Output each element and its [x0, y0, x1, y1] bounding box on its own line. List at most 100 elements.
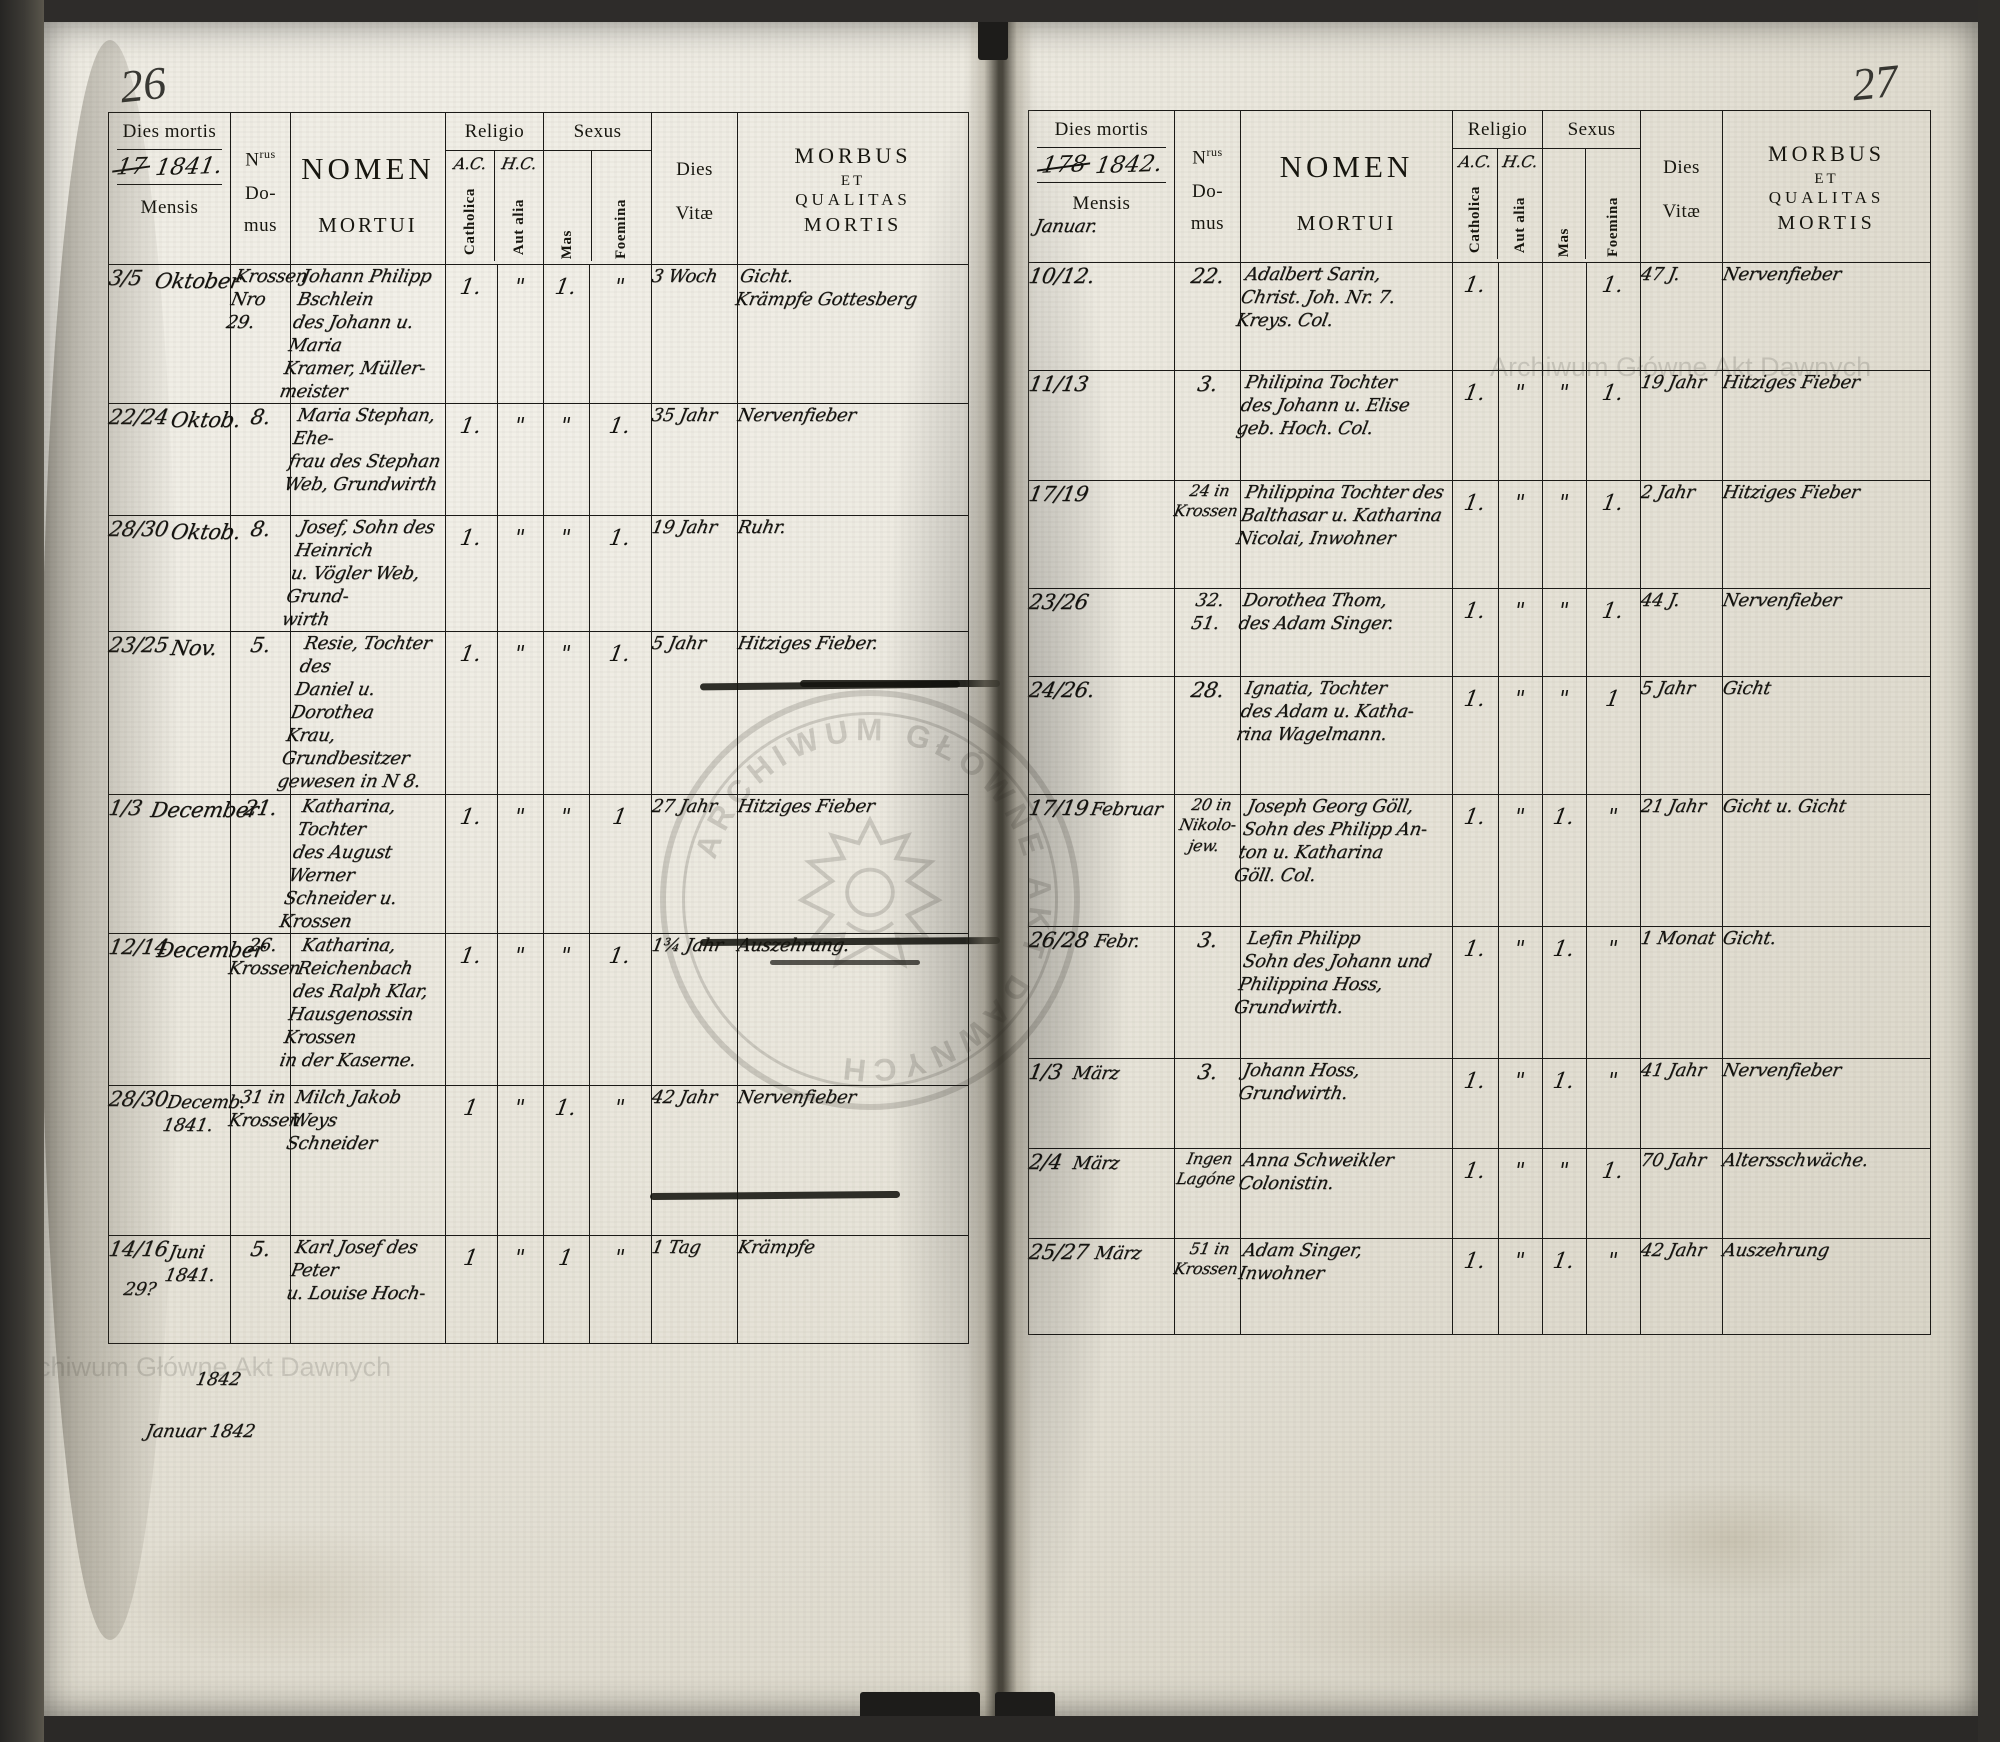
cell-foemina[interactable]: " — [589, 1234, 653, 1344]
cell-aut-alia[interactable]: " — [1497, 1058, 1544, 1149]
cell-morbus[interactable]: Hitziges Fieber — [736, 793, 970, 934]
cell-mas[interactable]: 1 — [543, 1234, 591, 1344]
cell-aut-alia[interactable]: " — [1497, 370, 1544, 481]
table-row[interactable]: 25/27 März 51 in Krossen Adam Singer, In… — [1027, 1238, 1932, 1335]
table-row[interactable]: 28/30 Decemb. 1841. 31 in Krossen Milch … — [107, 1084, 970, 1236]
cell-morbus[interactable]: Auszehrung. — [736, 932, 970, 1086]
cell-morbus[interactable]: Hitziges Fieber — [1721, 480, 1932, 589]
cell-catholica[interactable]: 1. — [445, 263, 498, 405]
cell-nomen[interactable]: Katharina, Tochter des August Werner Sch… — [278, 793, 446, 934]
table-row[interactable]: 3/5 Oktober Krossen Nro 29. Johann Phili… — [107, 263, 970, 405]
cell-mas[interactable]: 1. — [1542, 1238, 1588, 1335]
cell-foemina[interactable]: 1. — [1586, 588, 1642, 677]
cell-morbus[interactable]: Ruhr. — [736, 515, 970, 633]
cell-mas[interactable]: " — [543, 403, 591, 517]
cell-mas[interactable]: 1. — [1542, 794, 1588, 927]
table-row[interactable]: 17/19 Februar 20 in Nikolo- jew. Joseph … — [1027, 794, 1932, 927]
cell-aut-alia[interactable]: " — [1497, 794, 1544, 927]
cell-domus[interactable]: 5. — [230, 1234, 291, 1344]
cell-mas[interactable]: " — [1542, 370, 1588, 481]
cell-morbus[interactable]: Hitziges Fieber. — [736, 631, 970, 795]
cell-dies-vitae[interactable]: 27 Jahr — [650, 793, 739, 934]
cell-morbus[interactable]: Nervenfieber — [736, 403, 970, 517]
cell-dies-vitae[interactable]: 19 Jahr — [650, 515, 739, 633]
cell-mas[interactable]: " — [1542, 1148, 1588, 1239]
cell-domus[interactable]: 8. — [230, 403, 291, 517]
cell-dies-mensis[interactable]: 28/30 Decemb. 1841. — [107, 1084, 247, 1236]
cell-mas[interactable]: " — [1542, 480, 1588, 589]
cell-aut-alia[interactable]: " — [1497, 676, 1544, 795]
cell-nomen[interactable]: Philipina Tochter des Johann u. Elise ge… — [1234, 370, 1453, 481]
cell-domus[interactable]: 22. — [1174, 262, 1241, 371]
cell-dies-vitae[interactable]: 42 Jahr — [1639, 1238, 1724, 1335]
cell-nomen[interactable]: Adalbert Sarin, Christ. Joh. Nr. 7. Krey… — [1234, 262, 1453, 371]
cell-nomen[interactable]: Josef, Sohn des Heinrich u. Vögler Web, … — [280, 515, 446, 633]
cell-morbus[interactable]: Nervenfieber — [1721, 588, 1932, 677]
cell-catholica[interactable]: 1. — [1452, 262, 1499, 371]
cell-dies-mensis[interactable]: 22/24 Oktob. — [107, 403, 243, 517]
cell-dies-vitae[interactable]: 42 Jahr — [650, 1084, 739, 1236]
table-row[interactable]: 1/3 December 21. Katharina, Tochter des … — [107, 793, 970, 934]
cell-morbus[interactable]: Gicht. Krämpfe Gottesberg — [734, 263, 970, 405]
table-row[interactable]: 23/25 Nov. 5. Resie, Tochter des Daniel … — [107, 631, 970, 795]
cell-mas[interactable]: " — [543, 515, 591, 633]
cell-nomen[interactable]: Maria Stephan, Ehe- frau des Stephan Web… — [282, 403, 446, 517]
cell-domus[interactable]: 8. — [230, 515, 291, 633]
cell-dies-mensis[interactable]: 2/4 März — [1027, 1148, 1175, 1239]
cell-dies-mensis[interactable]: 23/25 Nov. — [107, 631, 231, 795]
cell-foemina[interactable]: 1. — [589, 631, 653, 795]
cell-catholica[interactable]: 1. — [445, 793, 498, 934]
cell-mas[interactable]: 1. — [543, 263, 591, 405]
cell-aut-alia[interactable]: " — [496, 515, 545, 633]
cell-morbus[interactable]: Krämpfe — [736, 1234, 970, 1344]
table-row[interactable]: 12/14 December 26. Krossen Katharina, Re… — [107, 932, 970, 1086]
table-row[interactable]: 24/26. 28. Ignatia, Tochter des Adam u. … — [1027, 676, 1932, 795]
cell-morbus[interactable]: Nervenfieber — [1721, 1058, 1932, 1149]
cell-dies-mensis[interactable]: 1/3 März — [1027, 1058, 1175, 1149]
cell-catholica[interactable]: 1. — [1452, 1058, 1499, 1149]
cell-domus[interactable]: 26. Krossen — [227, 932, 302, 1086]
cell-domus[interactable]: 3. — [1174, 926, 1241, 1059]
cell-foemina[interactable]: " — [1586, 1058, 1642, 1149]
cell-catholica[interactable]: 1. — [445, 631, 498, 795]
cell-dies-vitae[interactable]: 2 Jahr — [1639, 480, 1724, 589]
cell-catholica[interactable]: 1. — [1452, 370, 1499, 481]
cell-catholica[interactable]: 1. — [1452, 480, 1499, 589]
cell-foemina[interactable]: 1. — [589, 403, 653, 517]
cell-foemina[interactable]: " — [589, 263, 653, 405]
cell-nomen[interactable]: Joseph Georg Göll, Sohn des Philipp An- … — [1232, 794, 1453, 927]
cell-dies-vitae[interactable]: 3 Woch — [650, 263, 739, 405]
cell-dies-mensis[interactable]: 1/3 December — [107, 793, 260, 934]
cell-nomen[interactable]: Johann Philipp Bschlein des Johann u. Ma… — [278, 263, 446, 405]
cell-dies-vitae[interactable]: 35 Jahr — [650, 403, 739, 517]
table-row[interactable]: 26/28 Febr. 3. Lefin Philipp Sohn des Jo… — [1027, 926, 1932, 1059]
cell-mas[interactable]: " — [543, 932, 591, 1086]
cell-dies-vitae[interactable]: 44 J. — [1639, 588, 1724, 677]
cell-foemina[interactable]: " — [589, 1084, 653, 1236]
table-row[interactable]: 2/4 März Ingen Lagóne Anna Schweikler Co… — [1027, 1148, 1932, 1239]
cell-domus[interactable]: Krossen Nro 29. — [224, 263, 309, 405]
cell-dies-vitae[interactable]: 70 Jahr — [1639, 1148, 1724, 1239]
cell-morbus[interactable]: Gicht u. Gicht — [1721, 794, 1932, 927]
cell-foemina[interactable]: 1. — [1586, 1148, 1642, 1239]
cell-domus[interactable]: 51 in Krossen — [1172, 1238, 1241, 1335]
cell-domus[interactable]: 3. — [1174, 1058, 1241, 1149]
cell-catholica[interactable]: 1. — [1452, 1238, 1499, 1335]
cell-domus[interactable]: 32. 51. — [1174, 588, 1241, 677]
cell-morbus[interactable]: Hitziges Fieber — [1721, 370, 1932, 481]
cell-mas[interactable]: " — [1542, 676, 1588, 795]
cell-dies-vitae[interactable]: 5 Jahr — [1639, 676, 1724, 795]
cell-aut-alia[interactable]: " — [496, 403, 545, 517]
cell-nomen[interactable]: Adam Singer, Inwohner — [1237, 1238, 1453, 1335]
cell-catholica[interactable]: 1. — [445, 515, 498, 633]
table-row[interactable]: 17/19 24 in Krossen Philippina Tochter d… — [1027, 480, 1932, 589]
cell-morbus[interactable]: Nervenfieber — [1721, 262, 1932, 371]
cell-nomen[interactable]: Anna Schweikler Colonistin. — [1237, 1148, 1453, 1239]
cell-foemina[interactable]: 1. — [589, 932, 653, 1086]
cell-dies-mensis[interactable]: 25/27 März — [1027, 1238, 1175, 1335]
cell-dies-mensis[interactable]: 14/16 Juni 1841. — [107, 1234, 231, 1344]
cell-morbus[interactable]: Altersschwäche. — [1721, 1148, 1932, 1239]
cell-dies-vitae[interactable]: 1 Tag — [650, 1234, 739, 1344]
cell-catholica[interactable]: 1. — [445, 932, 498, 1086]
cell-domus[interactable]: 20 in Nikolo- jew. — [1174, 794, 1241, 927]
